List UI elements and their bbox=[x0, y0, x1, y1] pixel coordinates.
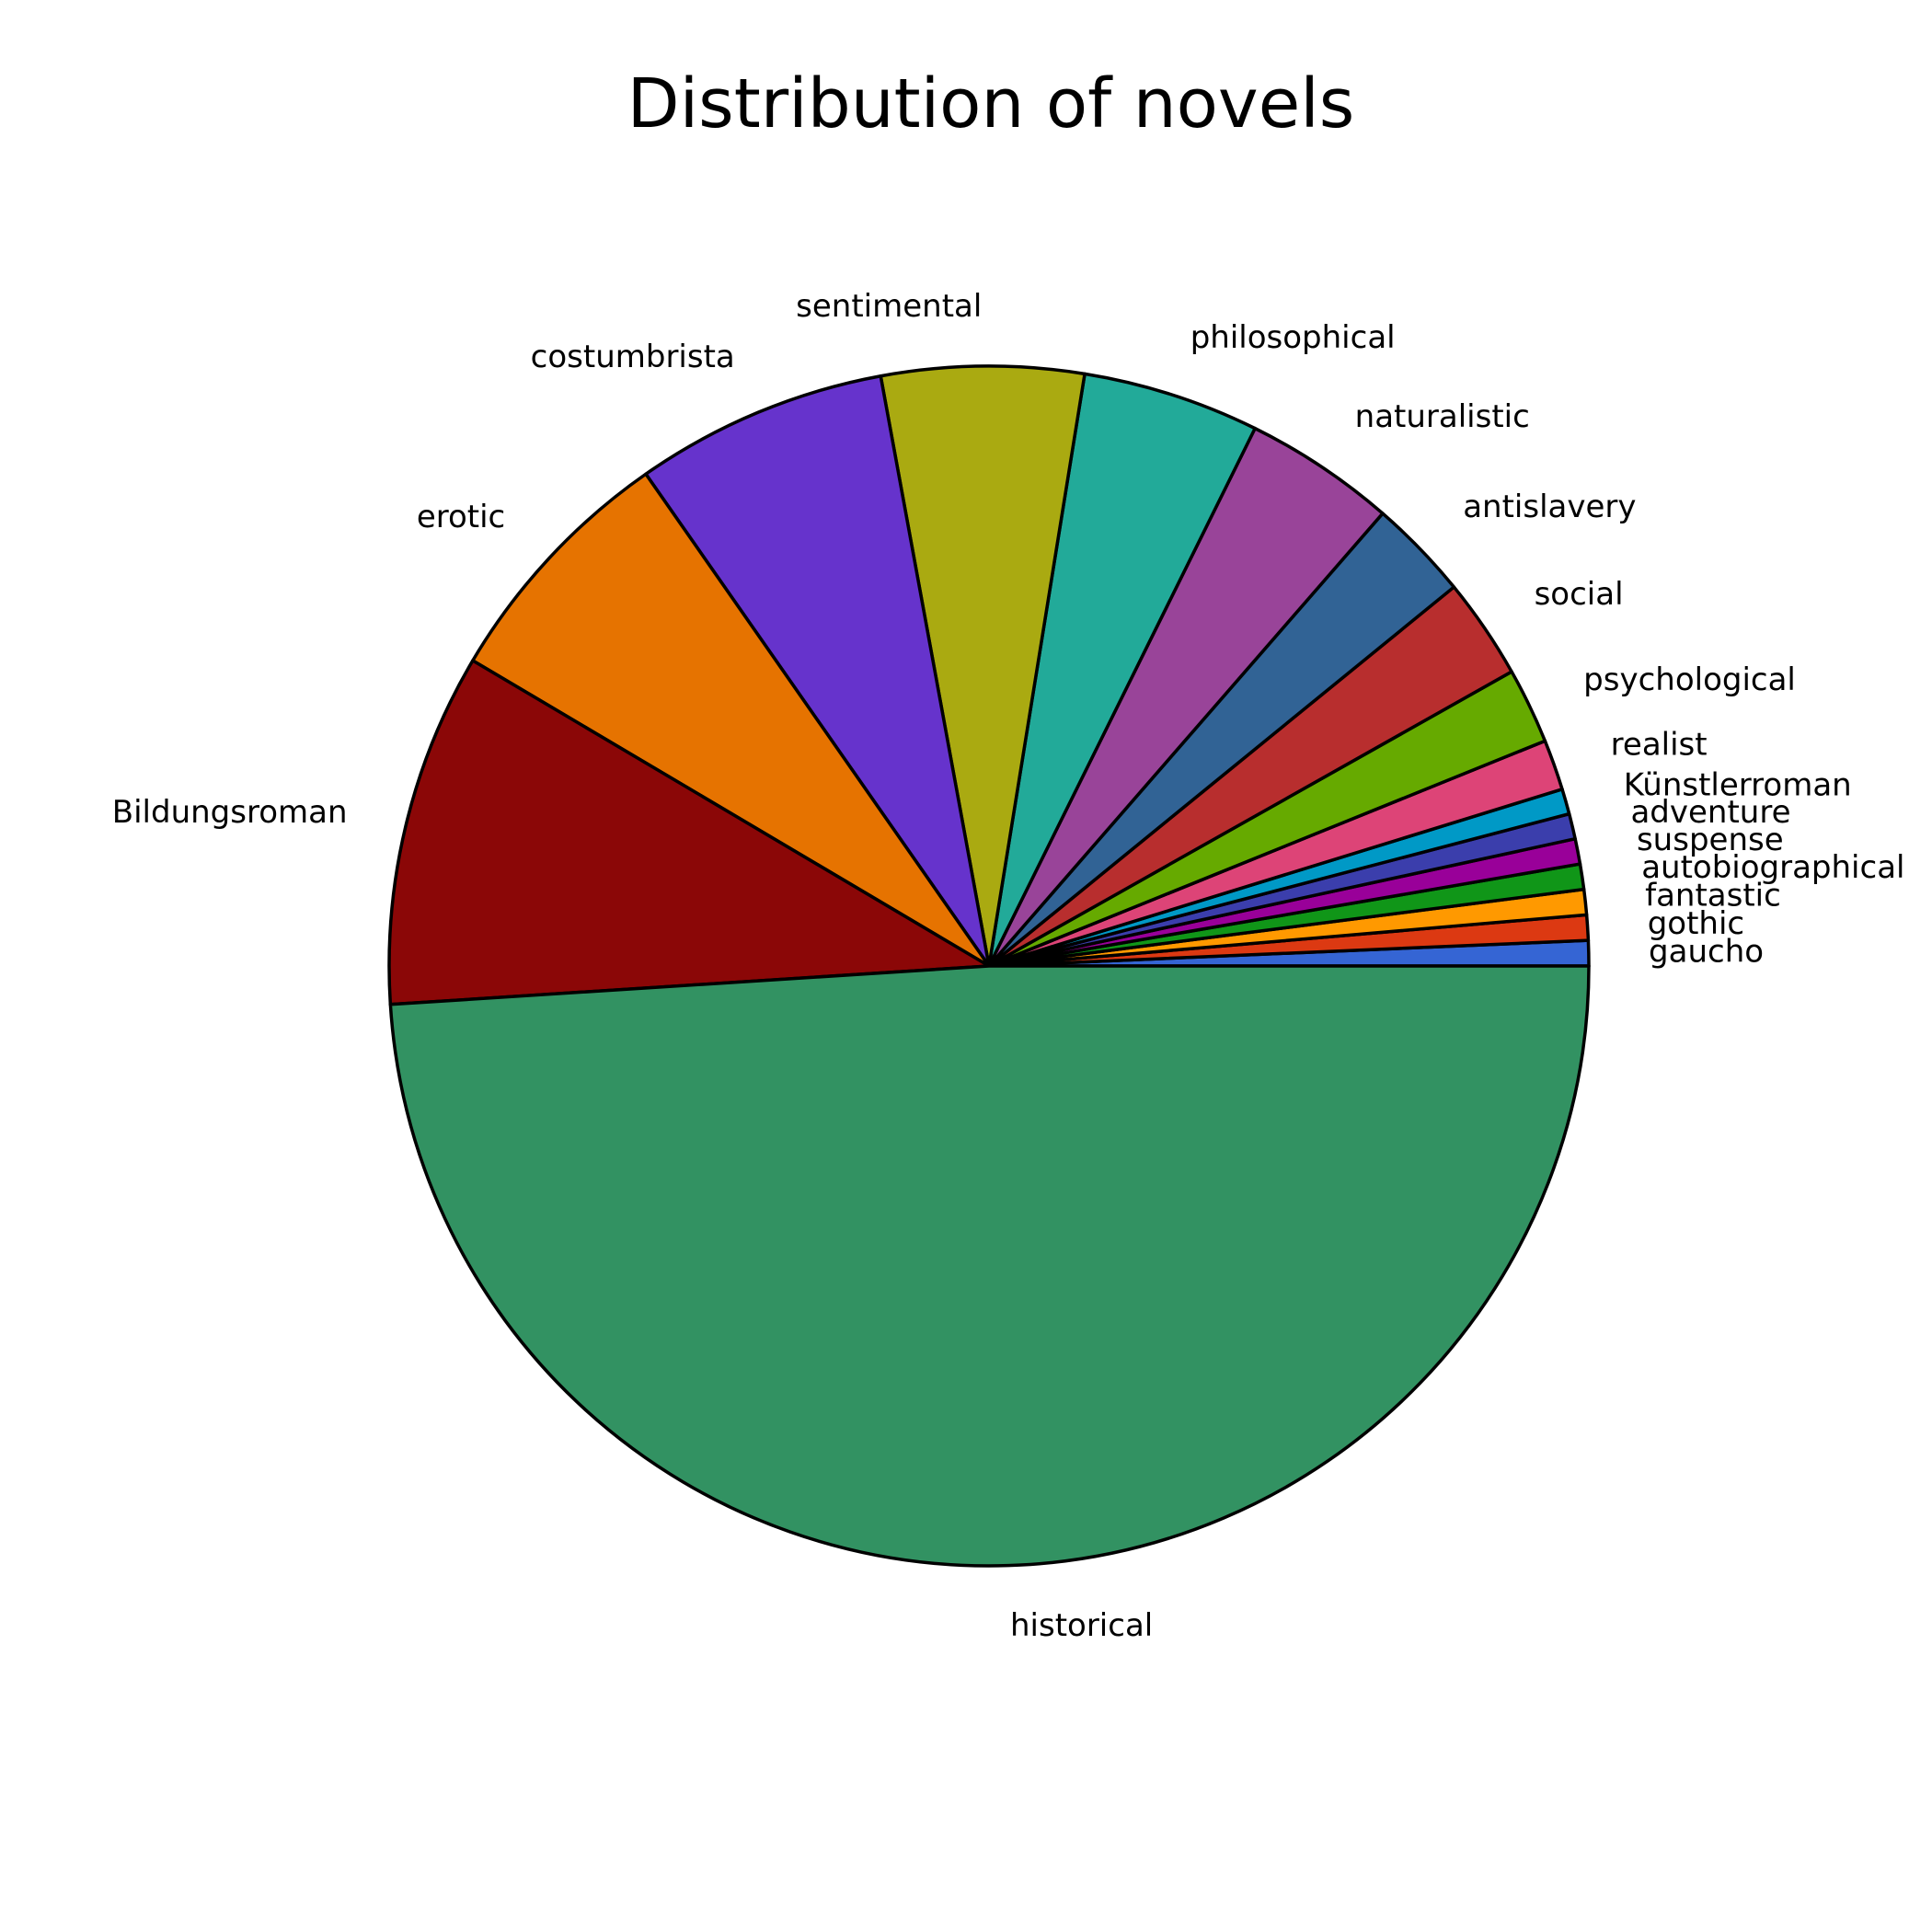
slice-label-suspense: suspense bbox=[1637, 822, 1784, 858]
slice-label-sentimental: sentimental bbox=[796, 288, 982, 325]
slice-label-antislavery: antislavery bbox=[1463, 489, 1636, 525]
slice-label-adventure: adventure bbox=[1630, 794, 1790, 831]
slice-label-erotic: erotic bbox=[417, 499, 505, 535]
slice-label-gothic: gothic bbox=[1648, 905, 1744, 942]
pie-slice-philosophical bbox=[987, 372, 1257, 968]
slice-label-fantastic: fantastic bbox=[1645, 878, 1781, 914]
slice-label-gaucho: gaucho bbox=[1649, 934, 1764, 971]
slice-label-bildungsroman: Bildungsroman bbox=[112, 794, 348, 831]
pie-slice-bildungsroman bbox=[387, 659, 991, 1006]
slice-label-historical: historical bbox=[1010, 1607, 1153, 1644]
slice-label-autobiographical: autobiographical bbox=[1641, 849, 1904, 886]
slice-label-costumbrista: costumbrista bbox=[531, 339, 735, 375]
pie-slice-costumbrista bbox=[644, 374, 991, 968]
pie-slice-erotic bbox=[471, 472, 991, 968]
pie-labels: gauchogothicfantasticautobiographicalsus… bbox=[112, 288, 1905, 1644]
slice-label-psychological: psychological bbox=[1583, 661, 1796, 698]
slice-label-naturalistic: naturalistic bbox=[1355, 398, 1530, 435]
slice-label-kunstlerroman: Künstlerroman bbox=[1624, 766, 1852, 803]
pie-slices bbox=[387, 364, 1591, 1568]
slice-label-realist: realist bbox=[1611, 727, 1708, 764]
pie-slice-sentimental bbox=[879, 364, 1087, 968]
slice-label-social: social bbox=[1535, 576, 1624, 613]
slice-label-philosophical: philosophical bbox=[1190, 319, 1396, 356]
pie-slice-historical bbox=[388, 964, 1591, 1568]
chart-title: Distribution of novels bbox=[627, 64, 1355, 144]
